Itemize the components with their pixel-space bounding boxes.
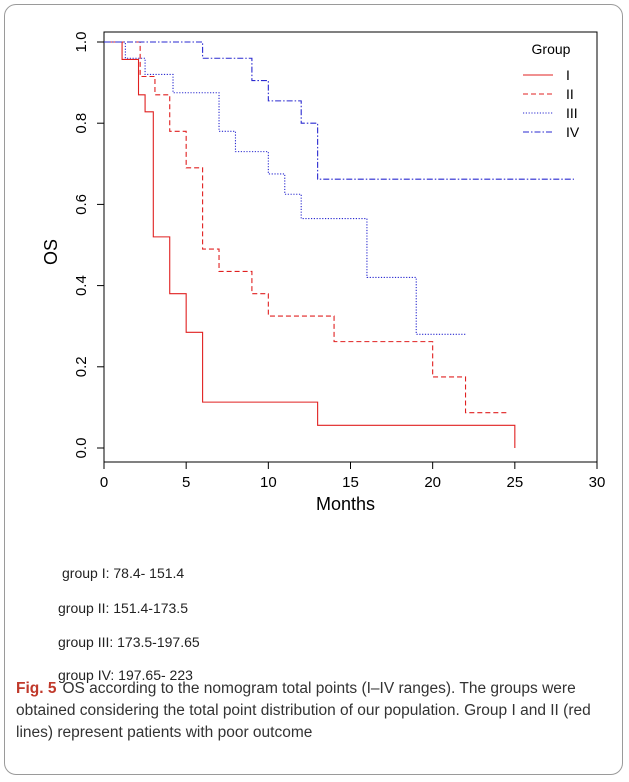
group-range-4: group IV: 197.65- 223 <box>58 667 193 683</box>
series-III-line <box>104 41 466 335</box>
y-tick-label-0: 0.0 <box>73 438 90 459</box>
plot-area <box>103 31 598 463</box>
caption-text: OS according to the nomogram total point… <box>16 680 591 741</box>
x-tick-label-6: 30 <box>589 474 606 491</box>
x-tick-label-2: 10 <box>260 474 277 491</box>
x-tick-label-5: 25 <box>506 474 523 491</box>
group-range-3: group III: 173.5-197.65 <box>58 634 200 650</box>
series-I-line <box>104 41 516 448</box>
legend-label-IV: IV <box>566 124 580 140</box>
x-tick-label-4: 20 <box>424 474 441 491</box>
legend-title: Group <box>532 41 571 57</box>
figure-frame <box>4 4 623 775</box>
survival-chart: 0 5 10 15 20 25 30 0.0 0.2 0.4 0.6 0.8 1.0 Months OS Gr… <box>41 31 606 514</box>
y-tick-label-1: 0.2 <box>73 356 90 377</box>
x-tick-label-0: 0 <box>100 474 108 491</box>
y-tick-label-3: 0.6 <box>73 194 90 215</box>
series-II-line <box>104 41 507 414</box>
x-tick-label-1: 5 <box>182 474 190 491</box>
series-IV-line <box>104 41 574 180</box>
legend-label-II: II <box>566 86 574 102</box>
y-tick-label-5: 1.0 <box>73 32 90 53</box>
legend-label-III: III <box>566 105 578 121</box>
figure-caption: Fig. 5 OS according to the nomogram total… <box>16 678 612 744</box>
x-tick-label-3: 15 <box>342 474 359 491</box>
x-axis-label: Months <box>316 494 375 514</box>
group-range-2: group II: 151.4-173.5 <box>58 600 188 616</box>
y-tick-label-2: 0.4 <box>73 275 90 296</box>
y-axis-label: OS <box>41 239 61 265</box>
caption-label: Fig. 5 <box>16 680 57 697</box>
legend-label-I: I <box>566 67 570 83</box>
group-range-1: group I: 78.4- 151.4 <box>62 565 185 581</box>
y-tick-label-4: 0.8 <box>73 113 90 134</box>
